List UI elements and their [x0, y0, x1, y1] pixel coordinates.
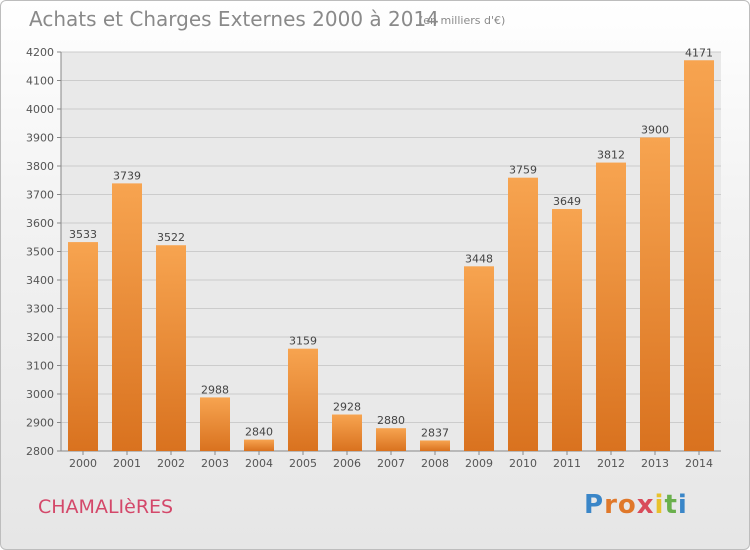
- y-tick-label: 3600: [26, 217, 54, 230]
- data-label: 2988: [201, 383, 229, 396]
- y-tick-label: 3800: [26, 160, 54, 173]
- x-tick-label: 2009: [465, 457, 493, 470]
- proxiti-logo: Proxiti: [584, 490, 688, 520]
- bar-2007: [376, 428, 406, 451]
- y-tick-label: 3900: [26, 132, 54, 145]
- data-label: 3649: [553, 195, 581, 208]
- y-tick-label: 3000: [26, 388, 54, 401]
- bar-2000: [68, 242, 98, 451]
- x-tick-label: 2006: [333, 457, 361, 470]
- data-label: 3159: [289, 335, 317, 348]
- data-label: 2837: [421, 426, 449, 439]
- logo-letter: o: [617, 490, 637, 520]
- logo-letter: i: [677, 490, 688, 520]
- y-tick-label: 3500: [26, 246, 54, 259]
- y-tick-label: 4200: [26, 46, 54, 59]
- chart-title: Achats et Charges Externes 2000 à 2014: [29, 7, 439, 31]
- x-tick-label: 2014: [685, 457, 713, 470]
- bar-2011: [552, 209, 582, 451]
- x-tick-label: 2002: [157, 457, 185, 470]
- data-label: 2880: [377, 414, 405, 427]
- y-tick-label: 2800: [26, 445, 54, 458]
- place-name: CHAMALIèRES: [38, 496, 174, 518]
- x-tick-label: 2003: [201, 457, 229, 470]
- y-tick-label: 3400: [26, 274, 54, 287]
- data-label: 3448: [465, 252, 493, 265]
- y-tick-label: 4000: [26, 103, 54, 116]
- data-label: 3812: [597, 149, 625, 162]
- bar-2005: [288, 348, 318, 451]
- bar-2001: [112, 183, 142, 451]
- y-tick-label: 4100: [26, 75, 54, 88]
- bar-2004: [244, 439, 274, 451]
- logo-letter: i: [654, 490, 665, 520]
- bar-2013: [640, 137, 670, 451]
- y-tick-label: 3700: [26, 189, 54, 202]
- data-label: 3522: [157, 231, 185, 244]
- y-tick-label: 3200: [26, 331, 54, 344]
- y-tick-label: 3100: [26, 360, 54, 373]
- x-tick-label: 2000: [69, 457, 97, 470]
- x-tick-label: 2011: [553, 457, 581, 470]
- x-tick-label: 2013: [641, 457, 669, 470]
- bar-2003: [200, 397, 230, 451]
- y-tick-label: 2900: [26, 417, 54, 430]
- y-tick-label: 3300: [26, 303, 54, 316]
- bar-2006: [332, 414, 362, 451]
- x-tick-label: 2010: [509, 457, 537, 470]
- bar-2008: [420, 440, 450, 451]
- bar-2010: [508, 177, 538, 451]
- data-label: 3759: [509, 164, 537, 177]
- data-label: 3900: [641, 124, 669, 137]
- x-tick-label: 2007: [377, 457, 405, 470]
- bar-2002: [156, 245, 186, 451]
- data-label: 3739: [113, 169, 141, 182]
- chart-subtitle: (en milliers d'€): [419, 14, 506, 27]
- logo-letter: P: [584, 490, 605, 520]
- bar-2012: [596, 162, 626, 451]
- data-label: 2928: [333, 401, 361, 414]
- logo-letter: x: [636, 490, 655, 520]
- data-label: 4171: [685, 46, 713, 59]
- x-tick-label: 2008: [421, 457, 449, 470]
- x-tick-label: 2004: [245, 457, 273, 470]
- logo-letter: r: [604, 490, 618, 520]
- bar-2014: [684, 60, 714, 451]
- x-tick-label: 2012: [597, 457, 625, 470]
- logo-letter: t: [664, 490, 678, 520]
- data-label: 3533: [69, 228, 97, 241]
- x-tick-label: 2001: [113, 457, 141, 470]
- bar-2009: [464, 266, 494, 451]
- data-label: 2840: [245, 426, 273, 439]
- x-tick-label: 2005: [289, 457, 317, 470]
